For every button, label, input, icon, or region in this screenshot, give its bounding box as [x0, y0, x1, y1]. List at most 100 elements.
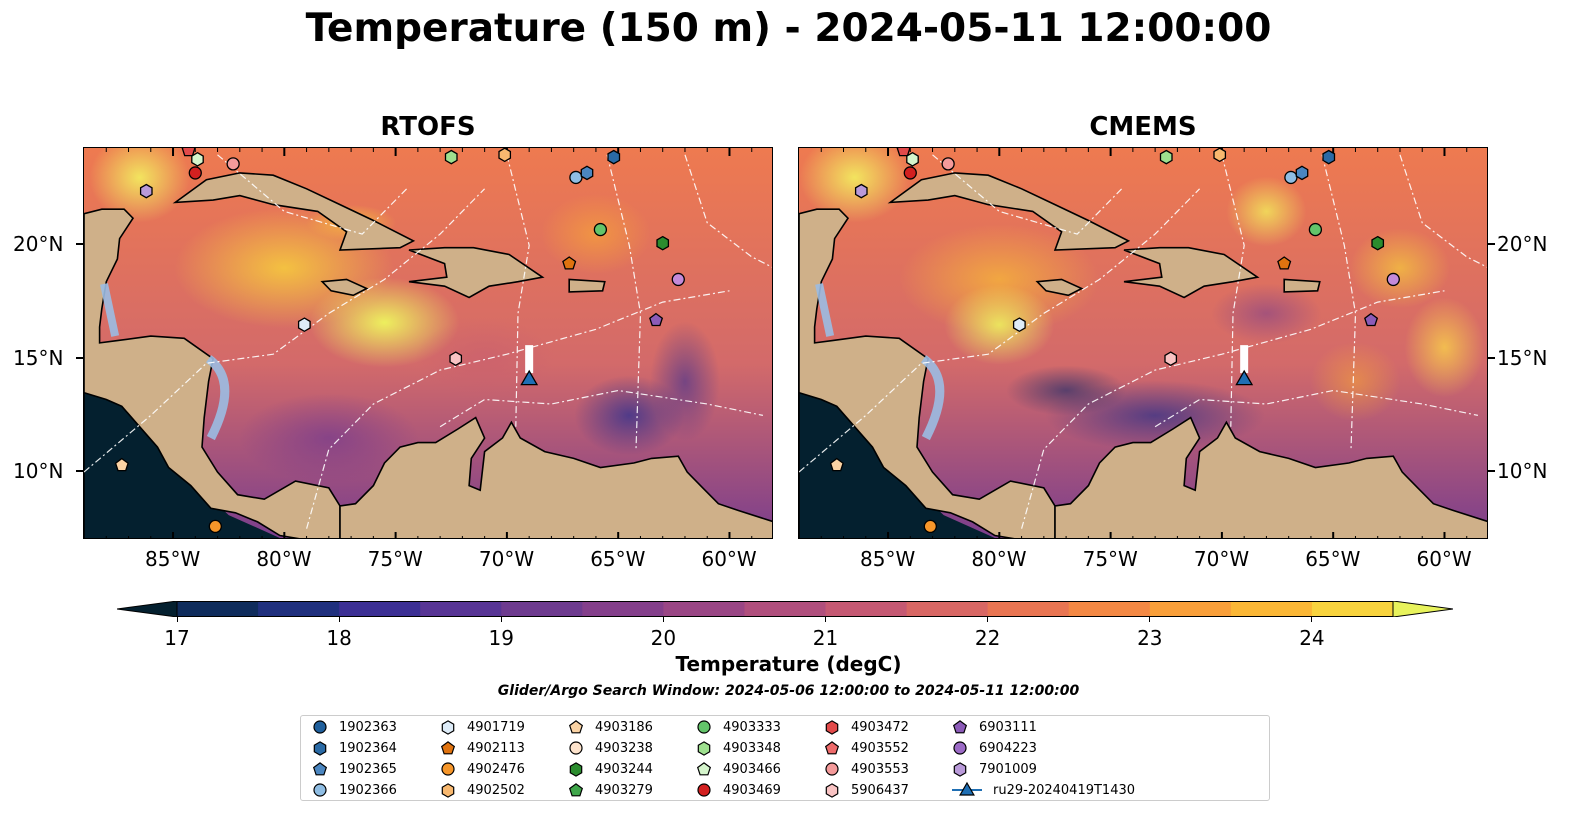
legend-marker-icon: [825, 720, 839, 735]
float-marker-4902113[interactable]: [1277, 256, 1292, 270]
float-marker-4903333[interactable]: [1308, 222, 1323, 237]
legend-marker-icon: [569, 762, 583, 777]
float-marker-6903111[interactable]: [896, 148, 911, 157]
legend-label: 4903469: [723, 782, 781, 798]
legend-label: 4903348: [723, 740, 781, 756]
float-marker-4903186[interactable]: [829, 457, 844, 472]
legend-item: 4903186: [567, 718, 653, 736]
float-marker-6904223[interactable]: [671, 272, 685, 287]
float-marker-1902364[interactable]: [1322, 149, 1336, 165]
legend-marker-icon: [441, 720, 455, 735]
float-marker-1902365[interactable]: [1295, 165, 1309, 181]
float-marker-6903111[interactable]: [181, 148, 196, 157]
float-marker-1902365[interactable]: [580, 165, 594, 181]
map-panel-rtofs[interactable]: [83, 147, 773, 539]
float-marker-6904223[interactable]: [1386, 272, 1400, 287]
float-marker-1902364[interactable]: [607, 149, 621, 165]
colorbar-label: Temperature (degC): [675, 652, 902, 676]
float-marker-4903244[interactable]: [1371, 235, 1385, 251]
float-marker-4901719[interactable]: [297, 317, 311, 333]
colorbar-segment: [501, 601, 583, 617]
legend-marker-icon: [441, 762, 455, 776]
legend-marker-icon: [825, 783, 839, 798]
float-marker-4903469[interactable]: [903, 166, 917, 180]
float-marker-6903111b[interactable]: [1364, 312, 1379, 327]
colorbar-segment: [1311, 601, 1394, 617]
y-tick-label-left: 20°N: [13, 232, 64, 257]
legend-label: 6903111: [979, 719, 1037, 735]
float-marker-4903186[interactable]: [114, 457, 129, 472]
float-marker-4903348[interactable]: [1159, 149, 1173, 165]
float-marker-4902113[interactable]: [562, 256, 577, 270]
legend-item: 1902364: [311, 739, 397, 757]
float-marker-4903466[interactable]: [191, 151, 204, 167]
legend-marker-icon: [697, 741, 711, 756]
colorbar-segment: [339, 601, 421, 617]
land-masses: [799, 172, 1487, 538]
float-marker-5906437[interactable]: [1164, 351, 1178, 367]
float-marker-4903348[interactable]: [444, 149, 458, 165]
float-marker-6903111b[interactable]: [649, 312, 664, 327]
legend-label: 4903472: [851, 719, 909, 735]
float-marker-4902476[interactable]: [208, 519, 222, 534]
float-marker-4903466[interactable]: [906, 151, 919, 167]
legend-marker-icon: [953, 762, 967, 777]
float-marker-4903553[interactable]: [226, 157, 240, 171]
float-marker-7901009[interactable]: [139, 183, 153, 199]
legend-item: 6904223: [951, 739, 1037, 757]
colorbar-tick-label: 19: [488, 626, 514, 650]
legend-item: 4903472: [823, 718, 909, 736]
y-tick-label-right: 20°N: [1497, 232, 1548, 257]
glider-track: [525, 345, 534, 374]
float-marker-1902366[interactable]: [1284, 170, 1298, 185]
float-marker-4902476[interactable]: [923, 519, 937, 534]
x-tick-label: 70°W: [1193, 547, 1250, 571]
legend-marker-icon: [312, 762, 328, 776]
colorbar-tick-label: 22: [974, 626, 1001, 650]
legend-marker-icon: [952, 781, 982, 796]
legend-label: 4903552: [851, 740, 909, 756]
legend-item: 4903279: [567, 781, 653, 799]
colorbar-tick-label: 24: [1299, 626, 1325, 650]
x-tick-label: 85°W: [145, 547, 201, 571]
colorbar: [116, 600, 1454, 618]
float-marker-4902502[interactable]: [498, 148, 512, 163]
float-marker-7901009[interactable]: [854, 183, 868, 199]
float-marker-4903244[interactable]: [656, 235, 670, 251]
colorbar-tick-label: 21: [812, 626, 839, 650]
x-tick-label: 65°W: [590, 547, 646, 571]
legend-item: 4903469: [695, 781, 781, 799]
x-tick-label: 80°W: [256, 547, 312, 571]
legend-item: 4903238: [567, 739, 653, 757]
colorbar-segment: [258, 601, 340, 617]
legend-marker-icon: [313, 741, 327, 756]
legend-marker-icon: [824, 741, 840, 755]
legend-item: 4902502: [439, 781, 525, 799]
legend-label: 4902113: [467, 740, 525, 756]
float-marker-1902366[interactable]: [569, 170, 583, 185]
x-tick-label: 60°W: [1416, 547, 1472, 571]
legend-item: 1902366: [311, 781, 397, 799]
glider-marker[interactable]: [520, 369, 539, 386]
eez-boundaries: [84, 154, 772, 529]
colorbar-segment: [987, 601, 1070, 617]
float-marker-4902502[interactable]: [1213, 148, 1227, 163]
colorbar-segment: [1149, 601, 1232, 617]
glider-marker[interactable]: [1235, 369, 1254, 386]
x-tick-label: 75°W: [1082, 547, 1138, 571]
legend-label: 1902366: [339, 782, 397, 798]
float-marker-5906437[interactable]: [449, 351, 463, 367]
colorbar-bar: [116, 600, 1454, 618]
colorbar-segment: [420, 601, 502, 617]
legend-marker-icon: [697, 720, 711, 734]
legend-label: 6904223: [979, 740, 1037, 756]
float-marker-4903333[interactable]: [593, 222, 608, 237]
map-panel-cmems[interactable]: [798, 147, 1488, 539]
float-marker-4903469[interactable]: [188, 166, 202, 180]
x-tick-label: 80°W: [971, 547, 1027, 571]
y-tick-label-right: 15°N: [1497, 345, 1548, 370]
legend-label: 1902364: [339, 740, 397, 756]
float-marker-4903553[interactable]: [941, 157, 955, 171]
x-tick-label: 85°W: [860, 547, 916, 571]
float-marker-4901719[interactable]: [1012, 317, 1026, 333]
